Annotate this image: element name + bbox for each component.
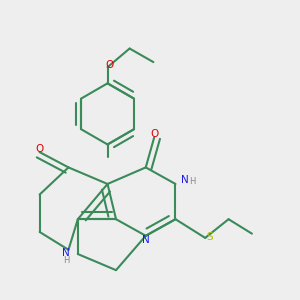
Text: O: O	[35, 144, 44, 154]
Text: O: O	[150, 129, 158, 139]
Text: N: N	[62, 248, 70, 258]
Text: N: N	[142, 235, 150, 245]
Text: S: S	[206, 232, 213, 242]
Text: N: N	[181, 175, 189, 185]
Text: H: H	[63, 256, 69, 265]
Text: O: O	[105, 60, 113, 70]
Text: H: H	[189, 177, 196, 186]
